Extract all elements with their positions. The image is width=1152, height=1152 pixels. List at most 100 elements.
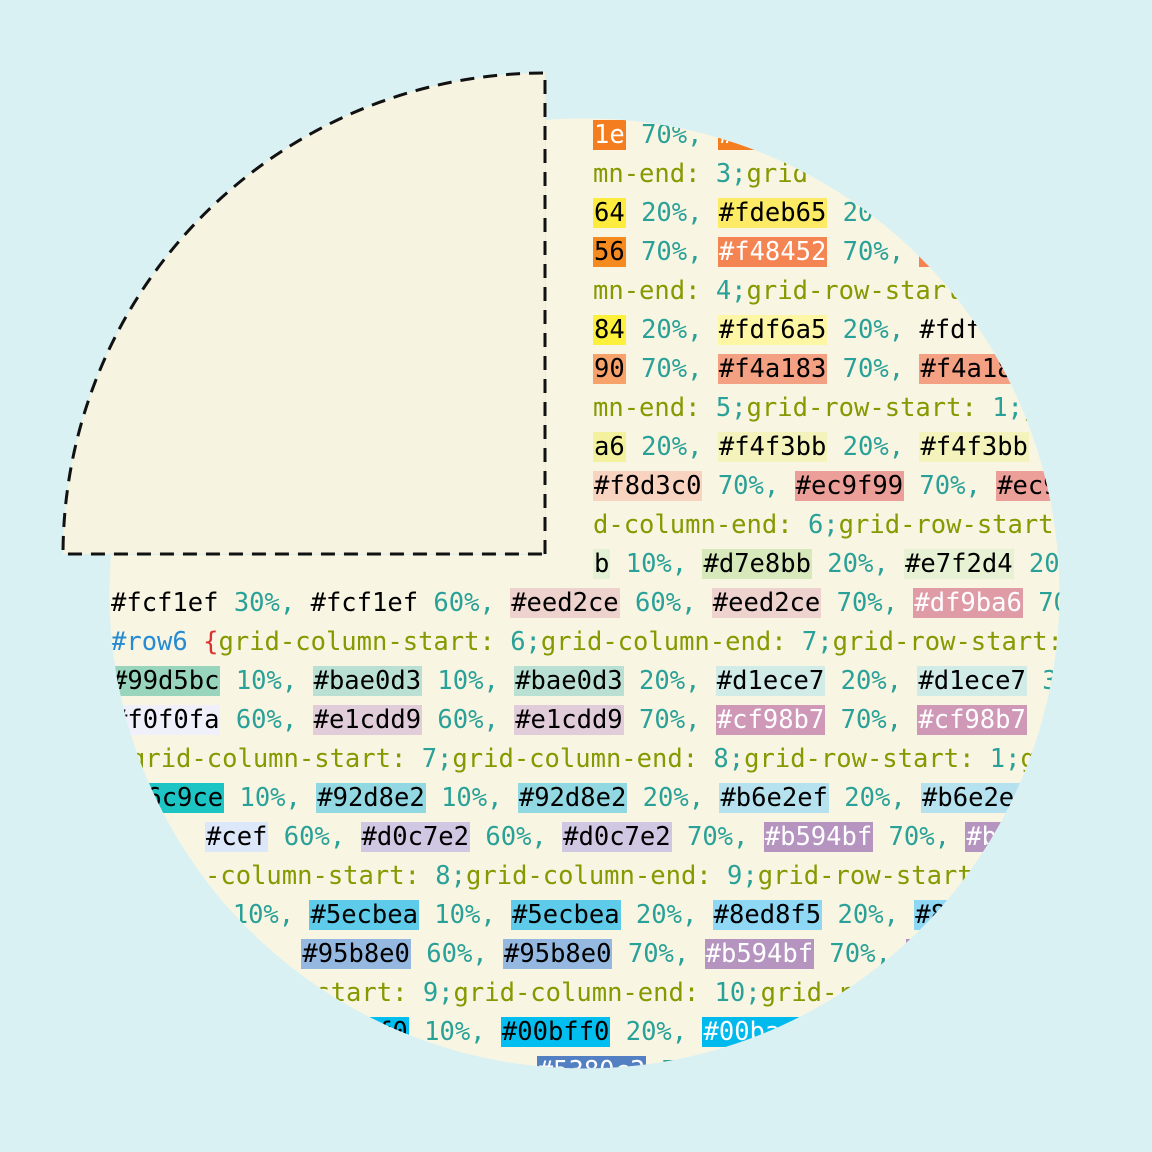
code-line: #99d5bc 10%, #bae0d3 10%, #bae0d3 20%, #… [111,663,1073,702]
code-token: -column-start: [205,861,436,891]
code-token: grid-row-start: [832,627,1063,657]
code-token: 20%, [625,315,718,345]
color-swatch-token: #5ecbea [310,900,418,930]
color-swatch-token: #d1ece7 [716,666,825,696]
code-token: grid-column-end: [466,861,728,891]
code-token: 70%, [827,237,920,267]
code-token: grid-column-end: [540,627,802,657]
code-token: mn-end: [593,393,716,423]
code-token: 70%, [625,354,718,384]
color-swatch-token: #95b8e0 [504,939,612,969]
code-token: grid-column-end: [452,744,714,774]
color-swatch-token: #fdeb65 [718,198,827,228]
color-swatch-token: #e1cdd9 [313,705,422,735]
code-token: grid-row-start: [744,744,990,774]
code-token: 10%, [224,783,317,813]
color-swatch-token: #e1cdd9 [515,705,623,735]
code-token: 60%, [268,822,361,852]
color-swatch-token: #e7f2d4 [905,549,1013,579]
code-token: #row6 [111,627,204,657]
code-token: 60%, [410,939,504,969]
color-swatch-token: #df9ba6 [914,588,1022,618]
code-line: #f0f0fa 60%, #e1cdd9 60%, #e1cdd9 70%, #… [111,702,1058,741]
code-token: 10%, [418,900,512,930]
color-swatch-token: #f0f0fa [112,705,220,735]
code-token: 20%, [627,783,720,813]
color-swatch-token: #fdf6a5 [718,315,827,345]
code-token: 70%, [873,822,966,852]
code-token: 20%, [822,900,915,930]
code-token: grid-row-start: [746,393,993,423]
code-token: 70%, [814,939,907,969]
code-token: 1; [989,744,1021,774]
color-swatch-token: #f4f3bb [920,432,1028,462]
code-token: 3; [715,159,747,189]
color-swatch-token: #bae0d3 [515,666,623,696]
code-token: 7; [801,627,833,657]
code-token: { [203,627,219,657]
code-token: 70%, [827,354,920,384]
code-token: 7; [421,744,453,774]
color-swatch-token: #92d8e2 [518,783,627,813]
code-token: 10%, [425,783,518,813]
color-swatch-token: #f4f3bb [718,432,827,462]
code-token: 20%, [623,666,716,696]
color-swatch-token: #cef [206,822,268,852]
code-line: -column-start: 8;grid-column-end: 9;grid… [205,858,988,897]
code-token: 60%, [470,822,563,852]
code-token: 70%, [623,705,716,735]
code-token: 70%, [821,588,914,618]
code-line: 56 70%, #f48452 70%, # [593,234,937,273]
code-token: 20%, [827,315,920,345]
code-token: grid-row-start: [757,861,989,891]
code-line: mn-end: 4;grid-row-start [593,273,961,312]
code-token: grid-column-end: [453,978,715,1008]
color-swatch-token: #d0c7e2 [361,822,470,852]
color-swatch-token: #d1ece7 [918,666,1026,696]
code-line: #fcf1ef 30%, #fcf1ef 60%, #eed2ce 60%, #… [111,585,1069,624]
color-swatch-token: #5ecbea [512,900,620,930]
code-token: 20%, [625,432,718,462]
color-swatch-token: #eed2ce [511,588,619,618]
color-swatch-token: 64 [594,198,625,228]
color-swatch-token: #f48452 [718,237,827,267]
code-token: 20%, [828,783,922,813]
color-swatch-token: #b6e2ef [720,783,828,813]
color-swatch-token: #ec9f99 [795,471,904,501]
code-token: 10%, [220,666,313,696]
code-token: 70%, [625,237,718,267]
code-token: 8; [435,861,467,891]
code-token: 30%, [218,588,311,618]
color-swatch-token: #cf98b7 [918,705,1026,735]
color-swatch-token: #8ed8f5 [713,900,822,930]
code-token: 10%, [408,1017,501,1047]
code-token: #fcf1ef [310,588,419,618]
code-token: #fcf1ef [111,588,219,618]
code-token: 20%, [620,900,713,930]
code-token: 70%, [612,939,705,969]
color-swatch-token: 84 [594,315,625,345]
code-token: 60%, [422,705,515,735]
code-token: 5; [715,393,747,423]
color-swatch-token: #b594bf [764,822,873,852]
code-line: #row6 {grid-column-start: 6;grid-column-… [111,624,1063,663]
code-line: 64 20%, #fdeb65 20% [593,195,889,234]
color-swatch-token: #eed2ce [712,588,821,618]
color-swatch-token: #b594bf [705,939,814,969]
code-token: grid-column-start: [130,744,422,774]
color-swatch-token: a6 [594,432,625,462]
color-swatch-token: b [594,549,610,579]
color-swatch-token: 1e [594,120,625,150]
code-line: #cef 60%, #d0c7e2 60%, #d0c7e2 70%, #b59… [205,819,1075,858]
color-swatch-token: #92d8e2 [317,783,425,813]
code-token: d-column-end: [593,510,808,540]
code-token: 70%, [671,822,764,852]
code-line: #6c9ce 10%, #92d8e2 10%, #92d8e2 20%, #b… [130,780,1031,819]
color-swatch-token: #f4a183 [718,354,827,384]
code-token: 20%, [825,666,918,696]
quarter-wedge-path [61,71,547,556]
code-token: mn-end: [593,276,716,306]
code-token: 70%, [825,705,918,735]
